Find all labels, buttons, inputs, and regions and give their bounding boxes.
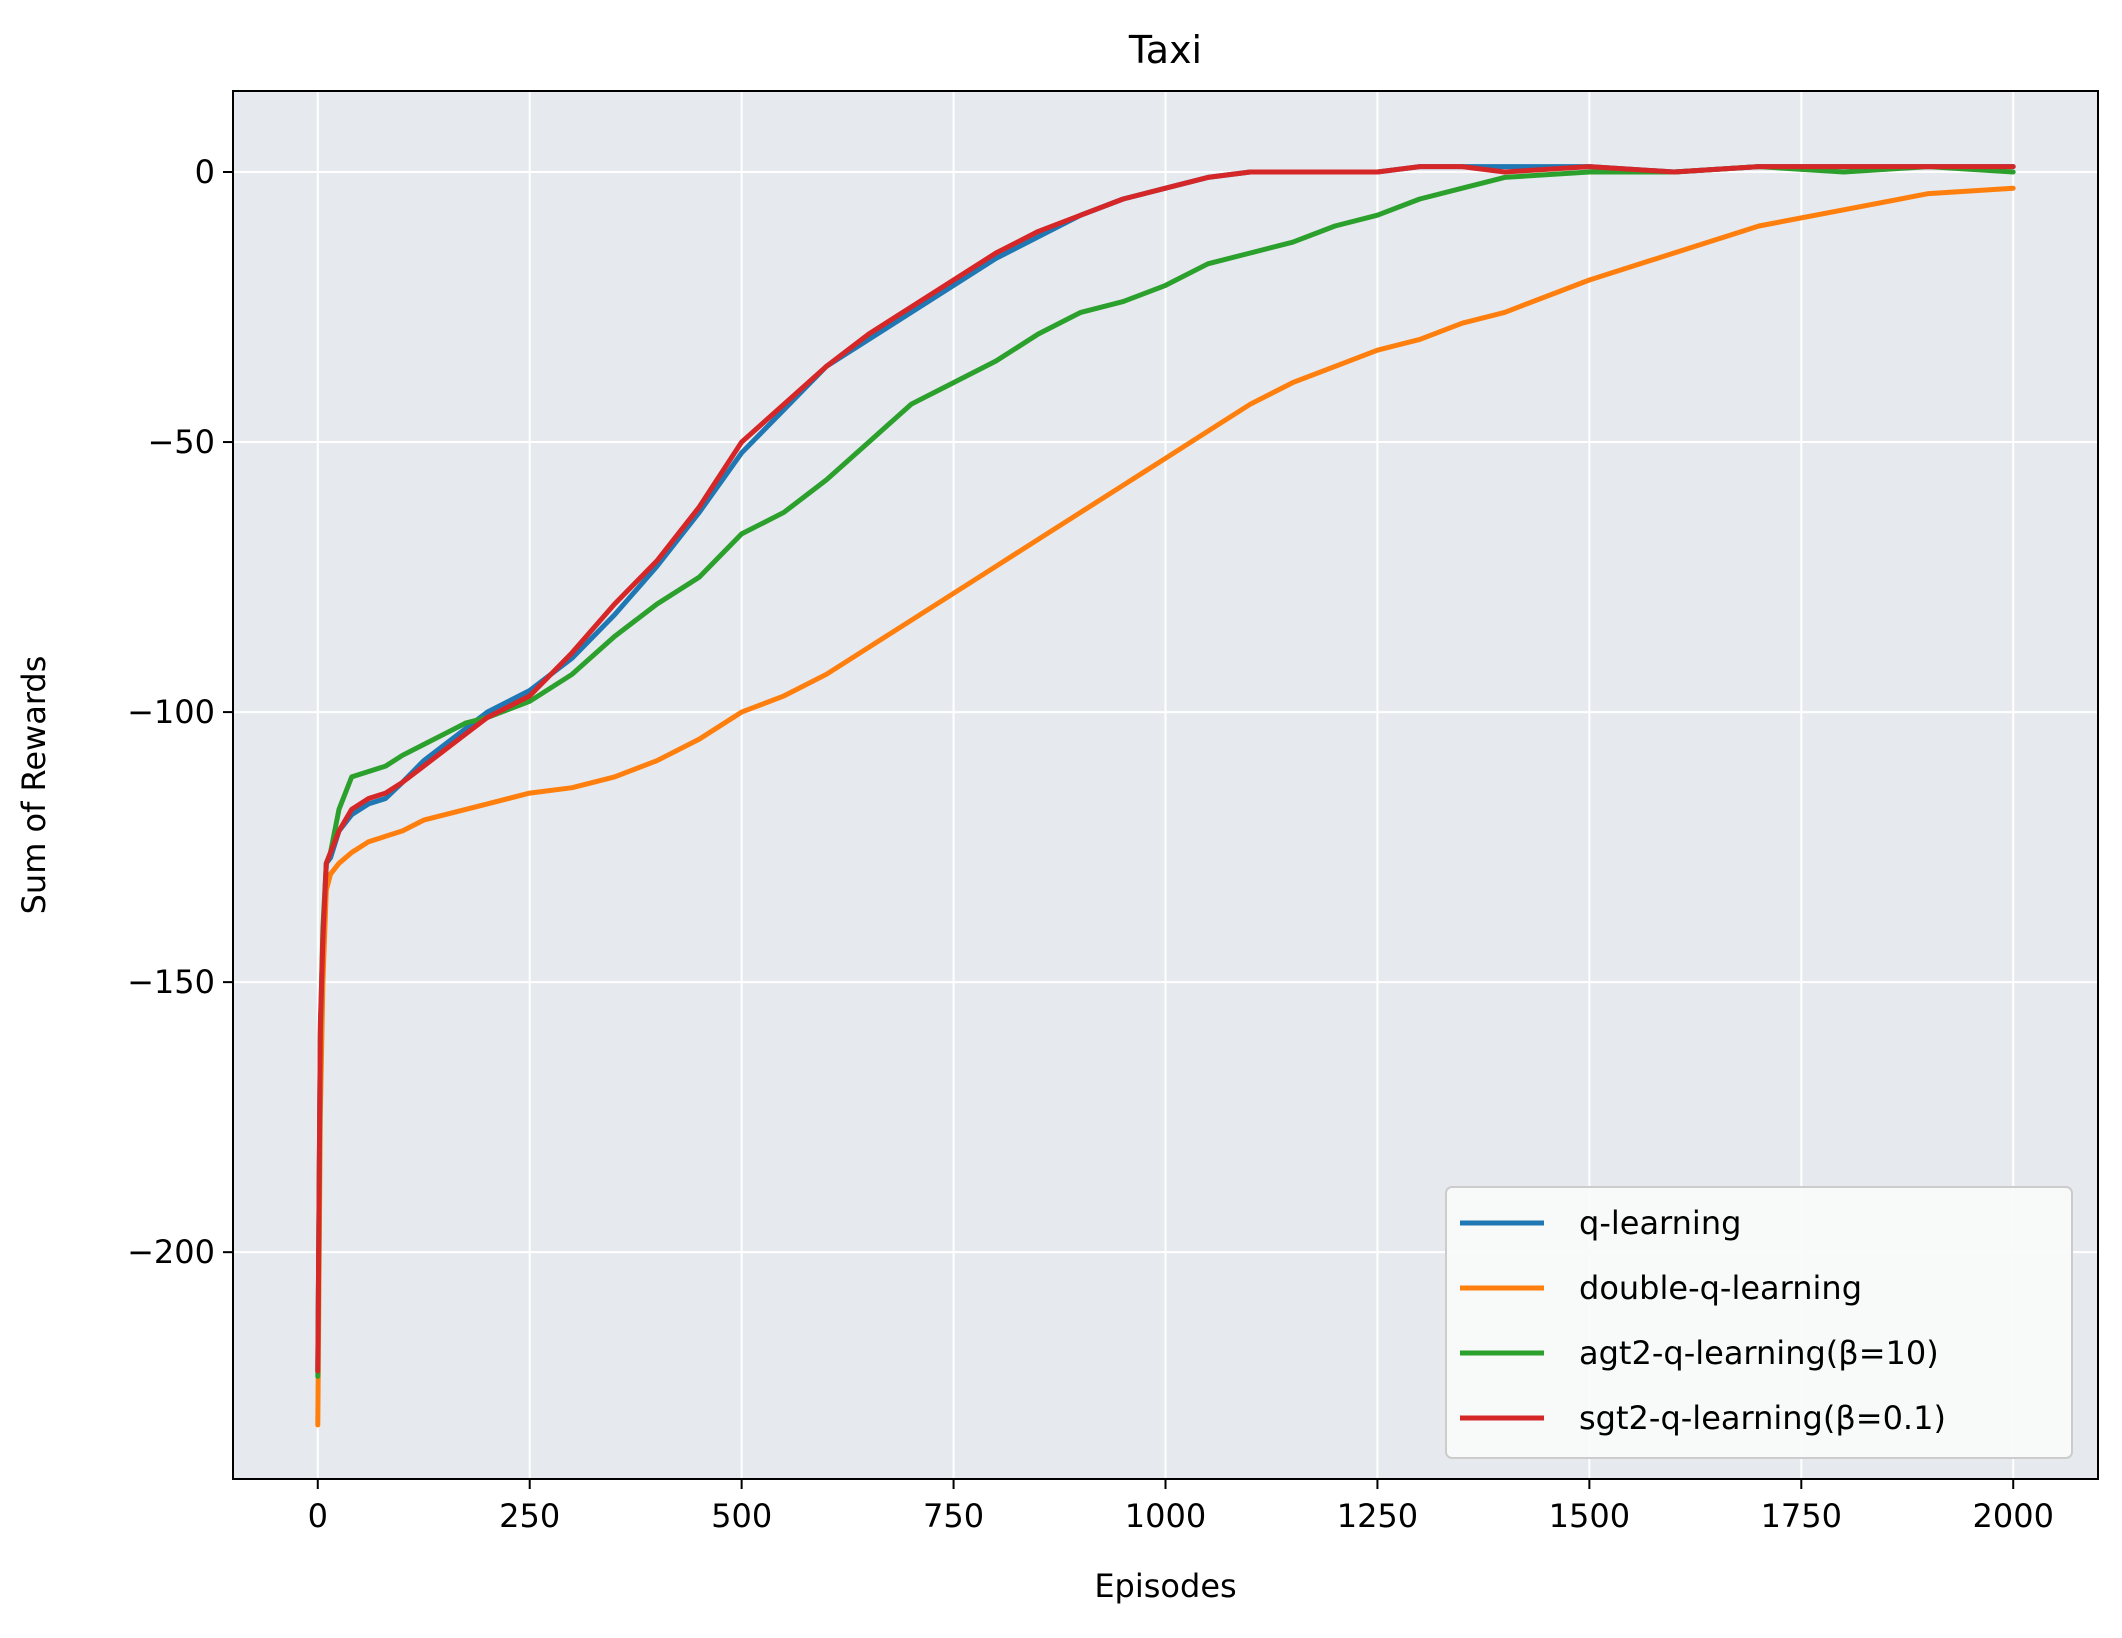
- series-layer: [315, 164, 2016, 1428]
- chart-title: Taxi: [1128, 28, 1202, 72]
- series-line: [315, 164, 2016, 1374]
- legend-label: agt2-q-learning(β=10): [1579, 1334, 1939, 1372]
- y-tick-label: −150: [127, 963, 215, 1001]
- legend-label: q-learning: [1579, 1204, 1741, 1242]
- x-tick-label: 1000: [1125, 1497, 1206, 1535]
- x-tick-label: 1750: [1761, 1497, 1842, 1535]
- y-axis-label: Sum of Rewards: [15, 656, 53, 915]
- x-tick-label: 2000: [1973, 1497, 2054, 1535]
- x-tick-label: 500: [711, 1497, 772, 1535]
- series-line: [315, 164, 2016, 1379]
- y-tick-label: −50: [147, 423, 215, 461]
- y-axis-ticks: 0 −50 −100 −150 −200: [127, 153, 233, 1271]
- x-tick-label: 250: [499, 1497, 560, 1535]
- x-axis-ticks: 0 250 500 750 1000 1250 1500 1750 2000: [308, 1479, 2054, 1535]
- legend-label: double-q-learning: [1579, 1269, 1862, 1307]
- series-line: [315, 185, 2016, 1428]
- legend-box: [1445, 1186, 2073, 1459]
- y-tick-label: 0: [195, 153, 215, 191]
- x-tick-label: 1500: [1549, 1497, 1630, 1535]
- x-tick-label: 0: [308, 1497, 328, 1535]
- y-tick-label: −200: [127, 1233, 215, 1271]
- x-tick-label: 1250: [1337, 1497, 1418, 1535]
- x-tick-label: 750: [923, 1497, 984, 1535]
- legend: q-learning double-q-learning agt2-q-learni…: [1445, 1186, 2073, 1459]
- legend-label: sgt2-q-learning(β=0.1): [1579, 1399, 1946, 1437]
- y-tick-label: −100: [127, 693, 215, 731]
- x-axis-label: Episodes: [1094, 1567, 1236, 1605]
